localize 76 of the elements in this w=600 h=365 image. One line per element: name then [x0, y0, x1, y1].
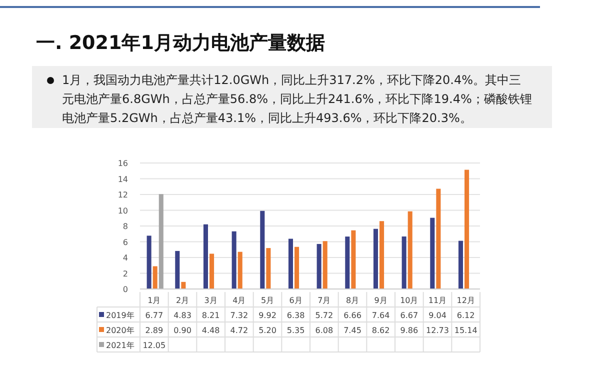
y-tick-label: 2 [122, 269, 128, 278]
bar [408, 211, 412, 289]
x-tick-label: 5月 [260, 296, 274, 305]
data-label: 5.35 [286, 326, 305, 335]
data-label: 5.20 [258, 326, 276, 335]
data-label: 6.12 [456, 311, 475, 320]
bar [266, 248, 271, 289]
y-tick-label: 4 [122, 254, 128, 262]
y-tick-label: 0 [122, 285, 128, 294]
bar [181, 282, 186, 289]
legend-label: 2019年 [106, 311, 134, 320]
data-label: 9.92 [258, 311, 276, 320]
bar [436, 188, 441, 289]
x-tick-label: 6月 [289, 296, 302, 305]
x-tick-label: 12月 [456, 296, 475, 305]
data-label: 4.48 [202, 326, 220, 335]
bar [158, 194, 164, 289]
data-label: 9.04 [428, 311, 446, 320]
bar [402, 236, 406, 289]
data-label: 6.66 [344, 311, 362, 320]
data-label: 2.89 [145, 326, 164, 335]
y-tick-label: 10 [118, 206, 128, 216]
data-label: 5.72 [315, 311, 334, 320]
bar [380, 221, 384, 289]
data-label: 4.83 [174, 311, 192, 320]
legend-label: 2020年 [106, 326, 134, 335]
bar [430, 218, 435, 289]
bar [232, 231, 236, 289]
text: 1月，我国动力电池产量共计12.0GWh，同比上升317.2%，环比下降20.4%。其中三元电池产量6.8GWh，占总产量56.8%，同比上升241.6%，环比下降19.4%；磷酸铁锂电池产量5.2GWh，占总产量43.1%，同比上升493.6%，环比下降20.3%。 [62, 72, 532, 127]
data-label: 6.67 [400, 311, 418, 320]
bar [146, 236, 152, 289]
bar [322, 241, 328, 289]
data-label: 9.86 [400, 326, 418, 335]
data-label: 0.90 [174, 326, 192, 335]
x-tick-label: 10月 [400, 296, 418, 305]
bar [288, 238, 293, 289]
bar [458, 240, 463, 289]
bar [351, 230, 356, 289]
data-label: 6.08 [315, 326, 334, 335]
legend-label: 2021年 [106, 341, 134, 350]
data-label: 12.05 [142, 341, 166, 350]
data-label: 8.62 [372, 326, 390, 335]
bar [175, 250, 180, 289]
data-label: 7.45 [344, 326, 362, 335]
data-label: 15.14 [454, 326, 478, 335]
x-tick-label: 4月 [232, 296, 246, 305]
data-label: 6.77 [145, 311, 164, 320]
bar [464, 170, 470, 289]
x-tick-label: 11月 [428, 296, 447, 305]
data-label: 7.64 [372, 311, 390, 320]
chart-title: 一. 2021年1月动力电池产量数据 [36, 31, 325, 56]
x-tick-label: 2月 [176, 296, 190, 305]
bar [316, 244, 322, 289]
bar [152, 266, 158, 289]
bar [210, 254, 214, 289]
bar [203, 224, 208, 289]
bar [373, 228, 378, 289]
x-tick-label: 3月 [204, 296, 218, 305]
data-label: 12.73 [426, 326, 449, 335]
y-tick-label: 8 [122, 222, 128, 231]
y-tick-label: 14 [118, 174, 128, 184]
x-tick-label: 1月 [148, 296, 161, 305]
y-tick-label: 16 [118, 159, 128, 168]
x-tick-label: 8月 [346, 296, 360, 305]
bar [345, 236, 350, 289]
bar [294, 246, 300, 289]
data-label: 8.21 [202, 311, 220, 320]
bar [260, 210, 265, 289]
data-label: 4.72 [230, 326, 248, 335]
x-tick-label: 9月 [374, 296, 388, 305]
x-tick-label: 7月 [318, 296, 331, 305]
data-label: 7.32 [230, 311, 248, 320]
y-tick-label: 6 [122, 238, 128, 247]
y-tick-label: 12 [118, 190, 128, 200]
bar [238, 252, 242, 289]
data-label: 6.38 [286, 311, 305, 320]
